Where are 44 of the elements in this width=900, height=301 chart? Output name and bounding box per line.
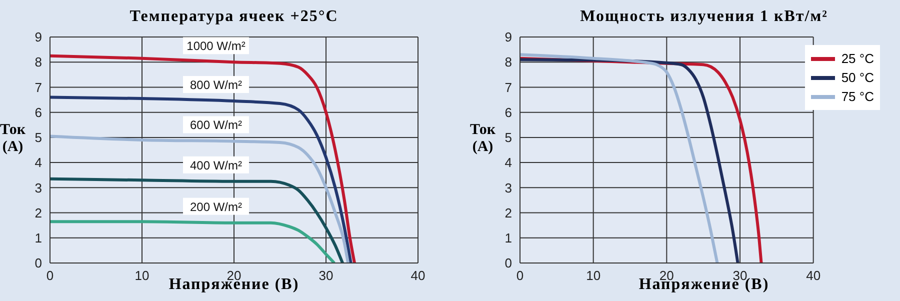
y-tick-label: 0 (34, 256, 42, 271)
x-tick-label: 0 (46, 268, 54, 284)
y-tick-label: 5 (504, 130, 512, 146)
x-tick-label: 40 (806, 268, 821, 284)
y-tick-label: 4 (504, 155, 512, 170)
legend-label: 50 °C (841, 70, 874, 85)
legend-label: 25 °C (841, 51, 874, 66)
y-tick-label: 9 (34, 30, 42, 45)
y-axis-title: Ток (А) (470, 122, 496, 156)
y-tick-label: 9 (504, 30, 512, 45)
line-series (50, 220, 336, 263)
series-label: 800 W/m² (190, 78, 242, 92)
y-tick-label: 5 (34, 130, 42, 146)
line-series (50, 177, 344, 263)
x-tick-label: 40 (410, 268, 426, 284)
line-series (50, 96, 352, 263)
x-tick-label: 0 (516, 268, 524, 284)
line-series (50, 134, 350, 263)
y-tick-label: 0 (504, 256, 512, 271)
series-label: 200 W/m² (190, 200, 242, 214)
y-tick-label: 1 (34, 230, 42, 246)
y-tick-label: 6 (504, 104, 512, 120)
y-tick-label: 8 (504, 54, 512, 70)
y-tick-label: 4 (34, 155, 42, 170)
line-series (50, 54, 356, 263)
y-axis-title: Ток (А) (0, 122, 26, 156)
y-tick-label: 7 (504, 80, 512, 95)
x-tick-label: 30 (318, 268, 334, 284)
y-tick-label: 3 (34, 180, 42, 196)
y-tick-label: 7 (34, 80, 42, 95)
y-tick-label: 2 (504, 205, 512, 220)
y-tick-label: 6 (34, 104, 42, 120)
y-tick-label: 8 (34, 54, 42, 70)
chart-title: Температура ячеек +25°C (128, 8, 340, 26)
series-label: 600 W/m² (190, 118, 242, 132)
series-label: 400 W/m² (190, 158, 242, 172)
series-label: 1000 W/m² (186, 39, 246, 54)
legend-label: 75 °C (841, 89, 874, 104)
y-tick-label: 1 (504, 230, 512, 246)
x-tick-label: 10 (134, 268, 150, 284)
y-tick-label: 3 (504, 180, 512, 196)
y-tick-label: 2 (34, 205, 42, 220)
chart-title: Мощность излучения 1 кВт/м² (579, 8, 829, 26)
x-tick-label: 10 (586, 268, 601, 284)
